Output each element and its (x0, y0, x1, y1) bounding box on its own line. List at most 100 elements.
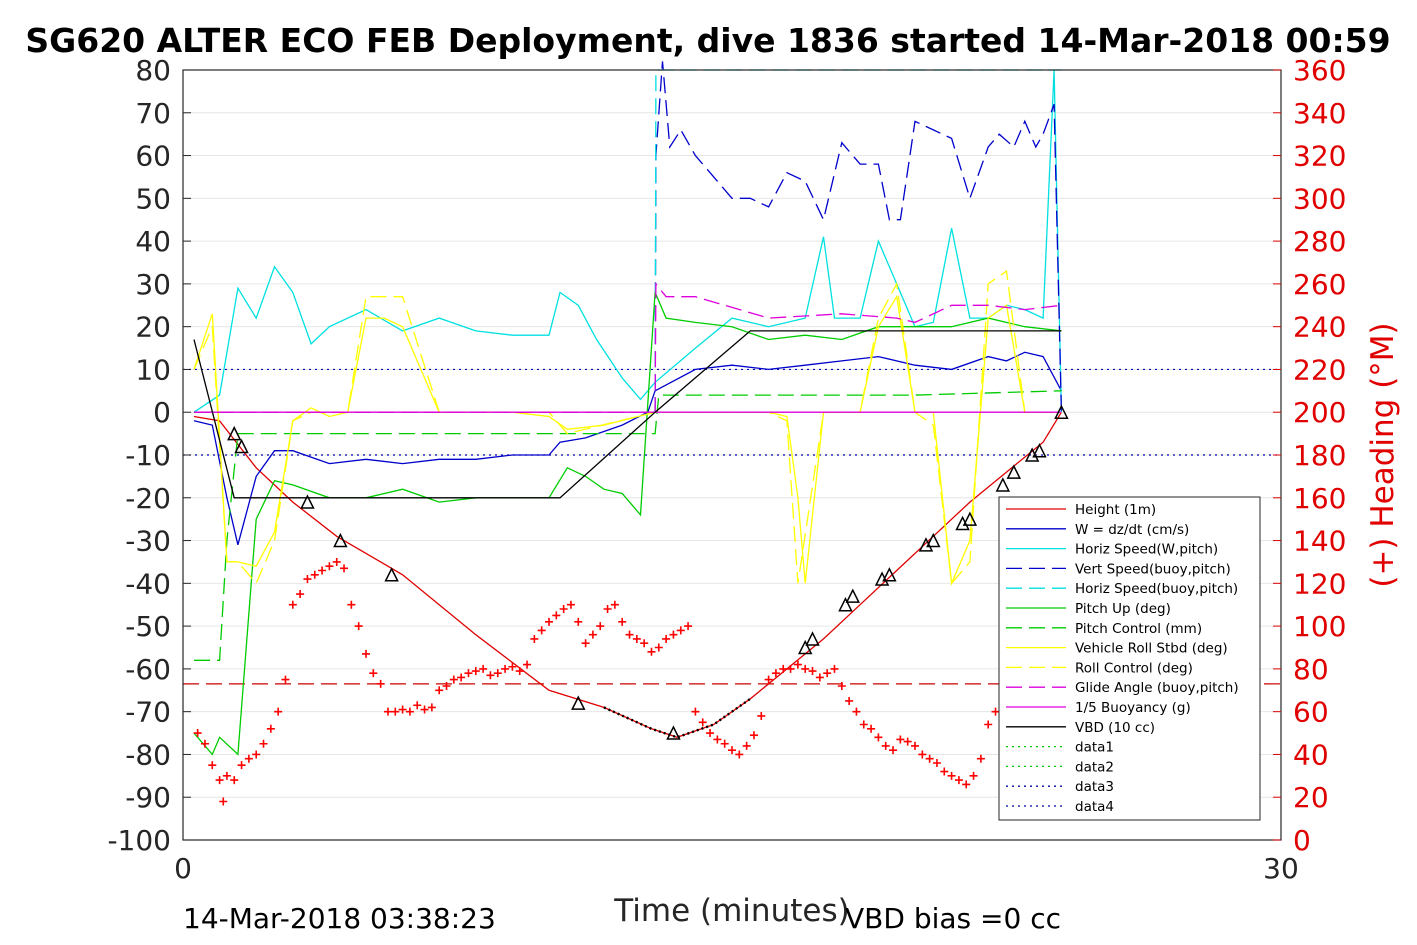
heading-point (881, 741, 890, 750)
y-right-tick-label: 320 (1293, 140, 1346, 173)
legend-entry-label: Horiz Speed(buoy,pitch) (1075, 581, 1238, 597)
y-tick-label: 20 (135, 311, 171, 344)
y-tick-label: -100 (107, 824, 171, 857)
y-tick-label: 60 (135, 140, 171, 173)
triangle-marker (333, 532, 348, 548)
heading-point (625, 630, 634, 639)
heading-point (698, 718, 707, 727)
heading-point (940, 767, 949, 776)
heading-point (552, 611, 561, 620)
heading-point (383, 707, 392, 716)
heading-point (874, 733, 883, 742)
legend-entry-label: Height (1m) (1075, 502, 1156, 518)
heading-point (369, 669, 378, 678)
triangle-marker (666, 725, 681, 740)
y-tick-label: 30 (135, 268, 171, 301)
heading-point (749, 731, 758, 740)
series-w-dz-dt-cm-s (193, 351, 1062, 545)
heading-point (281, 675, 290, 684)
legend-entry-label: data1 (1075, 740, 1114, 756)
heading-point (325, 562, 334, 571)
y-right-tick-label: 60 (1293, 696, 1329, 729)
legend-entry-label: W = dz/dt (cm/s) (1075, 522, 1189, 538)
legend-entry-label: Glide Angle (buoy,pitch) (1075, 680, 1239, 696)
triangle-marker (227, 425, 242, 441)
legend-entry-label: Roll Control (deg) (1075, 660, 1193, 676)
y-tick-label: -30 (125, 525, 171, 558)
y-right-tick-label: 40 (1293, 738, 1329, 771)
y-tick-label: -20 (125, 482, 171, 515)
heading-point (676, 626, 685, 635)
y-right-tick-label: 240 (1293, 311, 1346, 344)
heading-point (947, 771, 956, 780)
heading-point (405, 707, 414, 716)
heading-point (764, 675, 773, 684)
heading-point (669, 630, 678, 639)
x-tick-label: 30 (1263, 852, 1299, 885)
heading-point (823, 669, 832, 678)
heading-point (237, 761, 246, 770)
heading-point (545, 617, 553, 626)
heading-point (274, 707, 283, 716)
heading-point (815, 673, 824, 682)
tick-layer: 80706050403020100-10-20-30-40-50-60-70-8… (107, 54, 1346, 885)
heading-point (830, 664, 839, 673)
heading-point (845, 696, 854, 705)
marker-layer (227, 404, 1069, 740)
heading-point (340, 564, 349, 573)
y-right-tick-label: 340 (1293, 97, 1346, 130)
heading-point (296, 590, 305, 599)
heading-point (266, 724, 275, 733)
heading-point (252, 750, 261, 759)
y-tick-label: -70 (125, 696, 171, 729)
heading-point (391, 707, 400, 716)
heading-point (376, 679, 385, 688)
heading-point (640, 639, 649, 648)
y-tick-label: 0 (153, 396, 171, 429)
y-right-tick-label: 280 (1293, 225, 1346, 258)
heading-point (742, 741, 751, 750)
legend-entry-label: Vert Speed(buoy,pitch) (1075, 561, 1231, 577)
heading-point (530, 634, 539, 643)
heading-point (596, 622, 605, 631)
legend-entry-label: Vehicle Roll Stbd (deg) (1075, 641, 1228, 657)
triangle-marker (1006, 464, 1022, 479)
heading-point (962, 780, 971, 789)
triangle-marker (962, 511, 978, 526)
y-right-tick-label: 360 (1293, 54, 1346, 87)
heading-point (771, 669, 780, 678)
heading-point (574, 617, 583, 626)
y-right-axis-label: (+) Heading (°M) (1365, 322, 1401, 587)
heading-point (259, 739, 268, 748)
heading-point (508, 662, 517, 671)
heading-point (859, 720, 868, 729)
heading-point (219, 797, 228, 806)
heading-point (969, 771, 978, 780)
heading-point (808, 667, 817, 676)
heading-point (896, 735, 905, 744)
heading-point (486, 671, 495, 680)
heading-point (932, 759, 941, 767)
y-right-tick-label: 160 (1293, 482, 1346, 515)
y-right-tick-label: 120 (1293, 567, 1346, 600)
heading-point (288, 600, 297, 609)
heading-point (610, 600, 619, 609)
y-right-tick-label: 0 (1293, 824, 1311, 857)
legend-entry-label: Pitch Up (deg) (1075, 601, 1171, 617)
chart-title: SG620 ALTER ECO FEB Deployment, dive 183… (25, 21, 1390, 60)
heading-point (867, 724, 876, 733)
heading-point (618, 617, 627, 626)
triangle-marker (845, 588, 860, 603)
series-pitch-control-mm (194, 390, 1062, 661)
legend-items: Height (1m) W = dz/dt (cm/s) Horiz Speed(W… (1006, 502, 1239, 815)
heading-point (903, 737, 912, 746)
triangle-marker (1054, 404, 1069, 419)
heading-point (449, 675, 458, 684)
heading-point (954, 776, 963, 785)
legend-entry-label: data3 (1075, 779, 1114, 795)
heading-point (200, 739, 209, 748)
legend: Height (1m) W = dz/dt (cm/s) Horiz Speed(W… (998, 496, 1261, 821)
heading-point (537, 626, 546, 635)
triangle-marker (384, 567, 399, 582)
